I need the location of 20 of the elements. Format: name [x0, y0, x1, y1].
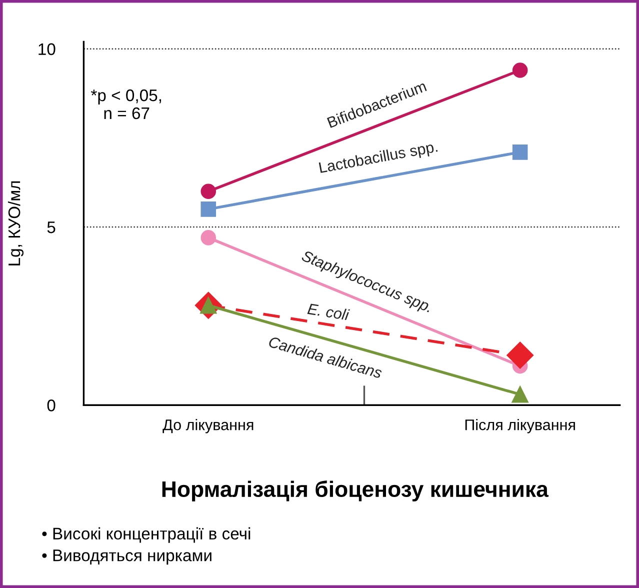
point [512, 386, 528, 403]
x-tick-label: До лікування [162, 419, 254, 434]
y-tick-label: 0 [47, 400, 56, 412]
point [200, 230, 216, 246]
text: Lactobacillus spp. [318, 140, 438, 176]
point [200, 202, 216, 217]
annotation: *p < 0,05, n = 67 [90, 89, 162, 120]
text: Нормалізація біоценозу кишечника [162, 480, 549, 502]
x-tick-label: Після лікування [465, 419, 575, 434]
y-tick-label: 10 [38, 43, 56, 56]
y-tick-label: 5 [47, 222, 56, 234]
text: Candida albicans [268, 336, 383, 379]
point [512, 144, 528, 160]
point [512, 62, 528, 78]
text: • Виводяться нирками [42, 550, 212, 565]
text: • Високі концентрації в сечі [42, 527, 250, 543]
y-axis-title: Lg, КУО/мл [8, 181, 24, 266]
point [200, 184, 216, 200]
text: E. coli [307, 302, 350, 321]
point [506, 342, 534, 369]
